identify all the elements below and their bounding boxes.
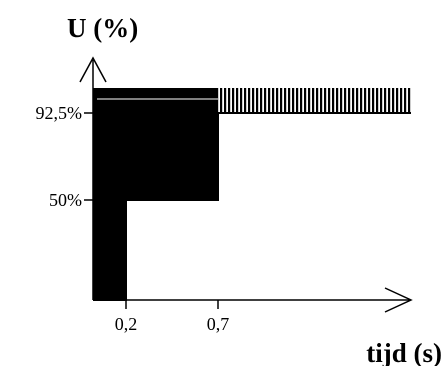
y-axis-title: U (%): [67, 13, 138, 43]
region-0-solid: [93, 88, 126, 300]
y-tick-label-92-5: 92,5%: [36, 103, 83, 123]
x-axis-title: tijd (s): [366, 338, 442, 366]
region-2-hatched: [218, 88, 411, 113]
x-tick-label-0-7: 0,7: [207, 314, 230, 334]
region-1-solid: [126, 88, 218, 200]
x-tick-label-0-2: 0,2: [115, 314, 138, 334]
y-tick-label-50: 50%: [49, 190, 82, 210]
regions-group: [93, 88, 411, 300]
